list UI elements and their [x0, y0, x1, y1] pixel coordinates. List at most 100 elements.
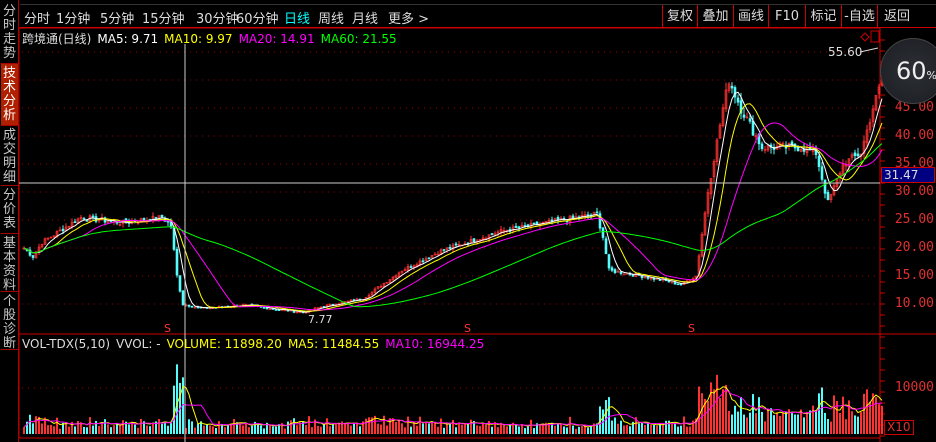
sidebar-tab[interactable]: 成交明细	[1, 128, 18, 186]
volume-bar	[128, 424, 130, 434]
volume-bar	[650, 424, 652, 434]
sidebar-tab[interactable]: 技术分析	[1, 64, 18, 126]
sidebar-tab[interactable]: 分时走势	[1, 2, 18, 64]
candle	[376, 286, 380, 289]
volume-bar	[635, 417, 637, 434]
candle	[91, 215, 95, 218]
candle	[823, 179, 827, 194]
toolbar-button[interactable]: 叠加	[697, 5, 733, 28]
volume-bar	[206, 424, 208, 434]
sidebar-tab[interactable]: 个股诊断	[1, 294, 18, 350]
candle	[868, 122, 872, 130]
volume-bar	[719, 398, 721, 434]
diamond-icon	[860, 32, 870, 42]
volume-bar	[563, 426, 565, 434]
volume-bar	[353, 422, 355, 434]
period-tab[interactable]: 月线	[352, 12, 379, 27]
volume-bar	[518, 426, 520, 434]
volume-bar	[872, 393, 874, 434]
candle	[379, 286, 383, 288]
candle	[862, 140, 866, 154]
vvol-value: VVOL: -	[116, 337, 161, 351]
candle	[400, 270, 404, 273]
volume-bar	[824, 412, 826, 434]
volume-bar	[119, 425, 121, 434]
volume-bar	[338, 423, 340, 434]
sidebar-tab[interactable]: 基本资料	[1, 236, 18, 292]
candle	[574, 216, 578, 219]
period-tab[interactable]: 5分钟	[100, 12, 135, 27]
period-tab[interactable]: 周线	[318, 12, 345, 27]
vol-ma10-line	[23, 389, 883, 428]
candle	[517, 226, 521, 229]
volume-bar	[221, 423, 223, 434]
candle	[670, 281, 674, 283]
period-tab[interactable]: 60分钟	[236, 12, 279, 27]
period-tab[interactable]: 更多 >	[388, 12, 430, 27]
candle	[397, 272, 401, 277]
toolbar-button[interactable]: 复权	[662, 5, 697, 28]
volume-bar	[434, 422, 436, 434]
toolbar-button[interactable]: F10	[768, 5, 805, 28]
toolbar-button[interactable]: 画线	[733, 5, 768, 28]
candle	[853, 152, 857, 156]
volume-bar	[815, 410, 817, 434]
volume-bar	[452, 419, 454, 434]
candle	[496, 231, 500, 234]
toolbar-button[interactable]: -自选	[841, 5, 877, 28]
volume-bar	[731, 414, 733, 434]
volume-bar	[443, 427, 445, 434]
progress-gauge[interactable]: 60%	[880, 38, 936, 104]
volume-bar	[71, 421, 73, 434]
candle	[799, 149, 803, 152]
candle	[106, 220, 110, 224]
sidebar-tab[interactable]: 分价表	[1, 186, 18, 234]
candle	[730, 85, 734, 89]
candle	[40, 243, 44, 248]
volume-bar	[311, 427, 313, 434]
volume-bar	[197, 423, 199, 434]
candle	[268, 308, 272, 311]
volume-bar	[851, 411, 853, 434]
volume-bar	[314, 419, 316, 434]
period-tab[interactable]: 分时	[24, 12, 51, 27]
volume-scale-button[interactable]: X10	[884, 420, 914, 435]
candle	[721, 107, 725, 126]
volume-bar	[323, 424, 325, 434]
candle	[514, 225, 518, 228]
candle	[634, 273, 638, 278]
candle	[181, 290, 185, 306]
candle	[28, 249, 32, 256]
volume-bar	[545, 422, 547, 434]
period-tab[interactable]: 日线	[284, 12, 311, 27]
toolbar-button[interactable]: 标记	[805, 5, 841, 28]
volume-bar	[725, 384, 727, 434]
volume-bar	[821, 387, 823, 434]
candle	[856, 153, 860, 157]
period-tab[interactable]: 1分钟	[56, 12, 91, 27]
gauge-value: 60	[896, 57, 927, 85]
candle	[715, 139, 719, 162]
ma20-line	[23, 122, 883, 311]
ma60-value: MA60: 21.55	[320, 32, 397, 46]
volume-bar	[677, 426, 679, 434]
volume-value: VOLUME: 11898.20	[166, 337, 282, 351]
volume-bar	[146, 425, 148, 434]
volume-bar	[134, 424, 136, 434]
volume-bar	[101, 422, 103, 434]
volume-bar	[854, 415, 856, 434]
period-tab[interactable]: 30分钟	[196, 12, 239, 27]
candle	[613, 269, 617, 273]
candle	[703, 212, 707, 236]
volume-bar	[65, 422, 67, 434]
toolbar-button[interactable]: 返回	[877, 5, 916, 28]
volume-bar	[62, 422, 64, 434]
period-tab[interactable]: 15分钟	[142, 12, 185, 27]
volume-bar	[770, 408, 772, 434]
volume-bar	[413, 421, 415, 434]
candle	[766, 144, 770, 151]
volume-bar	[794, 414, 796, 434]
candle	[556, 216, 560, 221]
candle	[601, 227, 605, 238]
